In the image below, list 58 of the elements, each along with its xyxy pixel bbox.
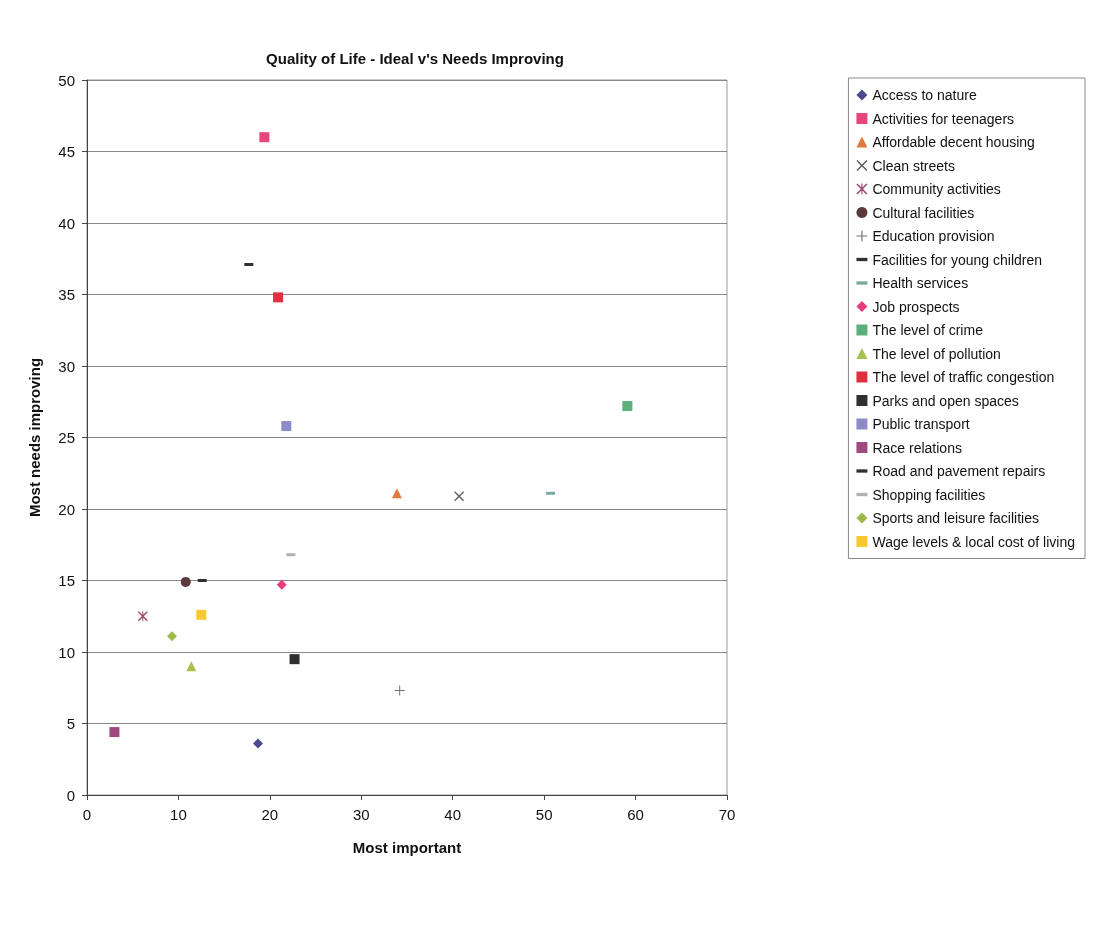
legend-label: Parks and open spaces bbox=[872, 392, 1019, 409]
x-tick-label: 50 bbox=[535, 806, 553, 823]
y-tick-label: 20 bbox=[58, 500, 75, 518]
point bbox=[167, 631, 178, 642]
legend-label: The level of crime bbox=[872, 322, 984, 338]
y-tick-label: 25 bbox=[58, 429, 75, 446]
x-axis-title: Most important bbox=[352, 839, 462, 856]
y-tick-label: 0 bbox=[66, 786, 75, 804]
legend-label: The level of pollution bbox=[872, 345, 1001, 362]
y-tick-label: 45 bbox=[58, 143, 75, 160]
legend-label: Road and pavement repairs bbox=[872, 463, 1046, 479]
point bbox=[622, 401, 633, 412]
point bbox=[196, 609, 207, 620]
y-tick-label: 15 bbox=[58, 572, 75, 589]
point bbox=[180, 576, 191, 587]
point bbox=[252, 738, 263, 749]
chart-title: Quality of Life - Ideal v's Needs Improving bbox=[266, 50, 564, 67]
x-tick-label: 70 bbox=[718, 806, 736, 823]
point bbox=[137, 611, 148, 622]
x-tick-label: 40 bbox=[444, 806, 462, 823]
legend-label: Access to nature bbox=[872, 87, 977, 103]
legend-label: Job prospects bbox=[872, 298, 960, 315]
point bbox=[186, 661, 197, 672]
legend-label: Wage levels & local cost of living bbox=[872, 533, 1076, 550]
y-axis-title: Most needs improving bbox=[26, 357, 43, 518]
x-tick-label: 0 bbox=[82, 806, 92, 823]
point bbox=[391, 488, 402, 499]
point bbox=[273, 292, 284, 303]
legend-label: Clean streets bbox=[872, 157, 955, 174]
y-tick-label: 10 bbox=[58, 643, 75, 661]
y-tick-label: 5 bbox=[66, 715, 75, 732]
point bbox=[281, 421, 292, 432]
y-tick-label: 35 bbox=[58, 286, 75, 303]
point bbox=[276, 579, 287, 590]
legend-label: The level of traffic congestion bbox=[872, 369, 1055, 385]
point bbox=[109, 727, 120, 738]
legend-label: Cultural facilities bbox=[872, 204, 975, 221]
legend-label: Race relations bbox=[872, 439, 962, 456]
point bbox=[394, 685, 405, 696]
x-tick-label: 20 bbox=[261, 806, 279, 823]
point bbox=[289, 654, 300, 665]
legend-label: Education provision bbox=[872, 228, 995, 244]
x-tick-label: 30 bbox=[352, 806, 370, 823]
legend-label: Community activities bbox=[872, 181, 1001, 197]
y-tick-label: 30 bbox=[58, 357, 75, 375]
y-tick-label: 40 bbox=[58, 214, 75, 232]
legend-label: Activities for teenagers bbox=[872, 110, 1015, 127]
legend-label: Public transport bbox=[872, 416, 970, 432]
point bbox=[259, 132, 270, 143]
legend-label: Shopping facilities bbox=[872, 486, 986, 503]
x-tick-label: 10 bbox=[170, 806, 187, 823]
legend-label: Sports and leisure facilities bbox=[872, 510, 1039, 526]
y-tick-label: 50 bbox=[58, 71, 75, 89]
legend-label: Affordable decent housing bbox=[872, 134, 1035, 150]
legend-label: Facilities for young children bbox=[872, 251, 1043, 268]
legend-label: Health services bbox=[872, 275, 969, 291]
x-tick-label: 60 bbox=[627, 806, 644, 823]
point bbox=[454, 491, 465, 502]
